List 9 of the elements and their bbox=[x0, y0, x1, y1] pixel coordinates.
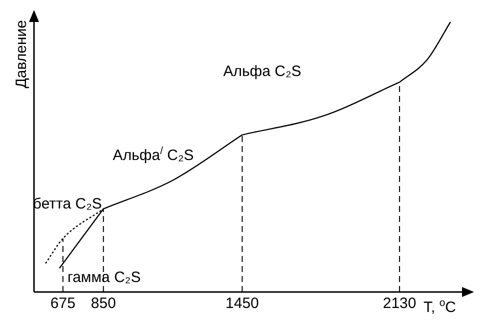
x-tick-label: 2130 bbox=[382, 295, 416, 312]
series-label: Альфа/ C₂S bbox=[112, 145, 194, 164]
x-tick-label: 675 bbox=[50, 295, 76, 312]
x-tick-label: 850 bbox=[90, 295, 116, 312]
text: Альфа C₂S bbox=[223, 62, 302, 80]
y-axis-title: Давление bbox=[13, 20, 30, 88]
series-label: бетта C₂S bbox=[32, 196, 102, 213]
series-label: гамма C₂S bbox=[67, 269, 141, 286]
x-tick-label: 1450 bbox=[226, 295, 259, 312]
